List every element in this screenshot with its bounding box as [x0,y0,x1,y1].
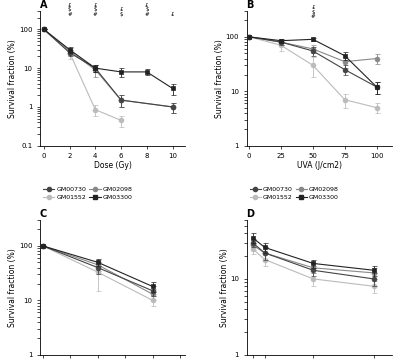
Text: £
$
#: £ $ # [310,5,315,19]
Text: £
$
#: £ $ # [67,3,72,17]
Text: £
$
#: £ $ # [144,3,149,17]
Legend: GM00730, GM01552, GM02098, GM03300: GM00730, GM01552, GM02098, GM03300 [43,186,132,201]
Y-axis label: Survival fraction (%): Survival fraction (%) [220,248,228,327]
Text: £: £ [171,12,174,17]
Y-axis label: Survival fraction (%): Survival fraction (%) [8,248,18,327]
Text: D: D [246,209,254,219]
Legend: GM00730, GM01552, GM02098, GM03300: GM00730, GM01552, GM02098, GM03300 [250,186,339,201]
Y-axis label: Survival fraction (%): Survival fraction (%) [8,39,18,118]
Text: C: C [40,209,47,219]
Text: A: A [40,0,48,10]
Text: £
$: £ $ [119,7,123,17]
Text: B: B [246,0,254,10]
Text: £
$
#: £ $ # [93,3,98,17]
Y-axis label: Survival fraction (%): Survival fraction (%) [215,39,224,118]
X-axis label: UVA (J/cm2): UVA (J/cm2) [297,161,342,170]
X-axis label: Dose (Gy): Dose (Gy) [94,161,132,170]
